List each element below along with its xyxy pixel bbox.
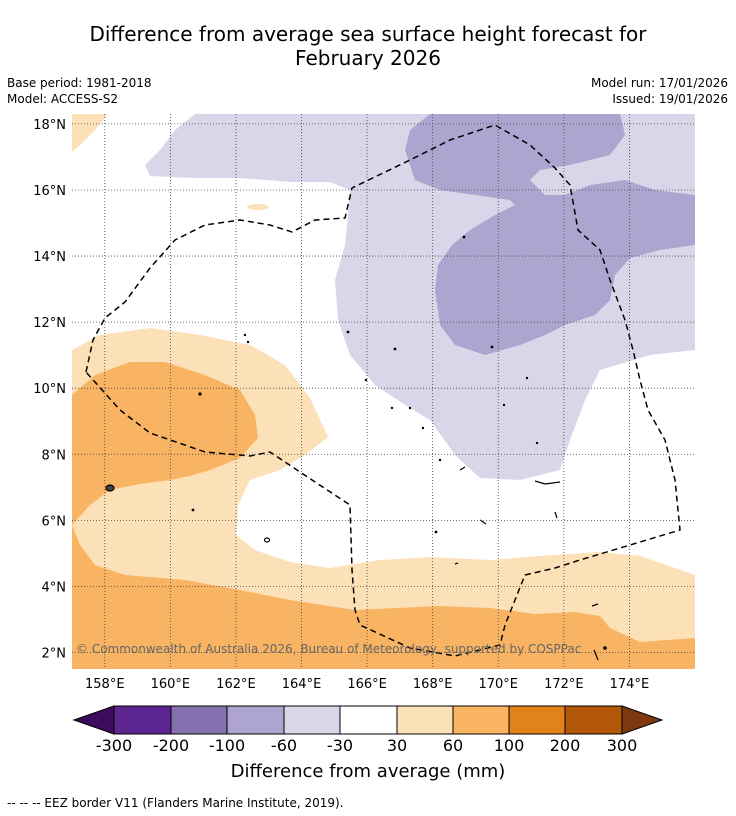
lon-tick-label: 162°E <box>216 677 256 692</box>
colorbar-tick-label: -100 <box>209 736 245 755</box>
lon-tick-label: 172°E <box>544 677 584 692</box>
lon-tick-label: 174°E <box>610 677 650 692</box>
map-title: Difference from average sea surface heig… <box>0 22 736 70</box>
colorbar-bin-7 <box>452 705 510 735</box>
colorbar <box>72 705 664 735</box>
meta-right: Model run: 17/01/2026 Issued: 19/01/2026 <box>591 75 728 107</box>
graticule <box>72 114 695 669</box>
colorbar-bin-2 <box>170 705 228 735</box>
lon-tick-label: 168°E <box>413 677 453 692</box>
latitude-ticks: 2°N 4°N 6°N 8°N 10°N 12°N 14°N 16°N 18°N <box>33 118 66 662</box>
lon-tick-label: 158°E <box>85 677 125 692</box>
copyright-notice: © Commonwealth of Australia 2026, Bureau… <box>76 642 581 656</box>
lat-tick-label: 18°N <box>33 118 66 133</box>
lat-tick-label: 10°N <box>33 382 66 397</box>
anomaly-region-neg-mid-upper <box>405 114 695 355</box>
colorbar-bin-3 <box>226 705 285 735</box>
colorbar-bin-4 <box>283 705 341 735</box>
meta-left: Base period: 1981-2018 Model: ACCESS-S2 <box>7 75 152 107</box>
model-name: Model: ACCESS-S2 <box>7 92 119 106</box>
colorbar-tick-label: 200 <box>550 736 581 755</box>
anomaly-region-pos-light-corner <box>72 114 108 152</box>
eez-footnote: -- -- -- EEZ border V11 (Flanders Marine… <box>7 796 344 810</box>
lon-tick-label: 160°E <box>151 677 191 692</box>
colorbar-ticks: -300 -200 -100 -60 -30 30 60 100 200 300 <box>96 736 637 755</box>
base-period: Base period: 1981-2018 <box>7 76 152 90</box>
title-line-1: Difference from average sea surface heig… <box>89 22 647 46</box>
model-run: Model run: 17/01/2026 <box>590 76 728 90</box>
colorbar-tick-label: -200 <box>153 736 189 755</box>
colorbar-bin-9 <box>564 705 623 735</box>
lat-tick-label: 14°N <box>33 250 66 265</box>
issued-date: Issued: 19/01/2026 <box>612 92 728 106</box>
lat-tick-label: 4°N <box>42 580 67 595</box>
lat-tick-label: 8°N <box>42 448 67 463</box>
lat-tick-label: 16°N <box>33 184 66 199</box>
colorbar-bin-8 <box>508 705 566 735</box>
colorbar-tick-label: -60 <box>271 736 297 755</box>
colorbar-extend-high <box>621 705 664 735</box>
lat-tick-label: 6°N <box>42 514 67 529</box>
lat-tick-label: 12°N <box>33 316 66 331</box>
colorbar-tick-label: -300 <box>96 736 132 755</box>
colorbar-tick-label: 300 <box>607 736 638 755</box>
colorbar-label: Difference from average (mm) <box>230 761 506 782</box>
anomaly-field <box>72 114 695 669</box>
anomaly-region-pos-mid-south <box>72 525 695 669</box>
colorbar-extend-low <box>72 705 115 735</box>
lon-tick-label: 166°E <box>347 677 387 692</box>
islands <box>105 235 607 661</box>
colorbar-tick-label: 60 <box>443 736 463 755</box>
colorbar-tick-label: -30 <box>327 736 353 755</box>
eez-border <box>85 124 681 657</box>
colorbar-tick-label: 30 <box>387 736 407 755</box>
colorbar-tick-label: 100 <box>494 736 525 755</box>
anomaly-region-pos-mid-west <box>72 362 258 525</box>
lat-tick-label: 2°N <box>42 646 67 661</box>
lon-tick-label: 164°E <box>282 677 322 692</box>
anomaly-patch-small <box>247 204 269 210</box>
longitude-ticks: 158°E 160°E 162°E 164°E 166°E 168°E 170°E 172°E… <box>85 677 649 692</box>
colorbar-bin-1 <box>113 705 172 735</box>
title-line-2: February 2026 <box>295 46 441 70</box>
colorbar-bin-5 <box>339 705 398 735</box>
lon-tick-label: 170°E <box>478 677 518 692</box>
colorbar-bin-6 <box>396 705 454 735</box>
